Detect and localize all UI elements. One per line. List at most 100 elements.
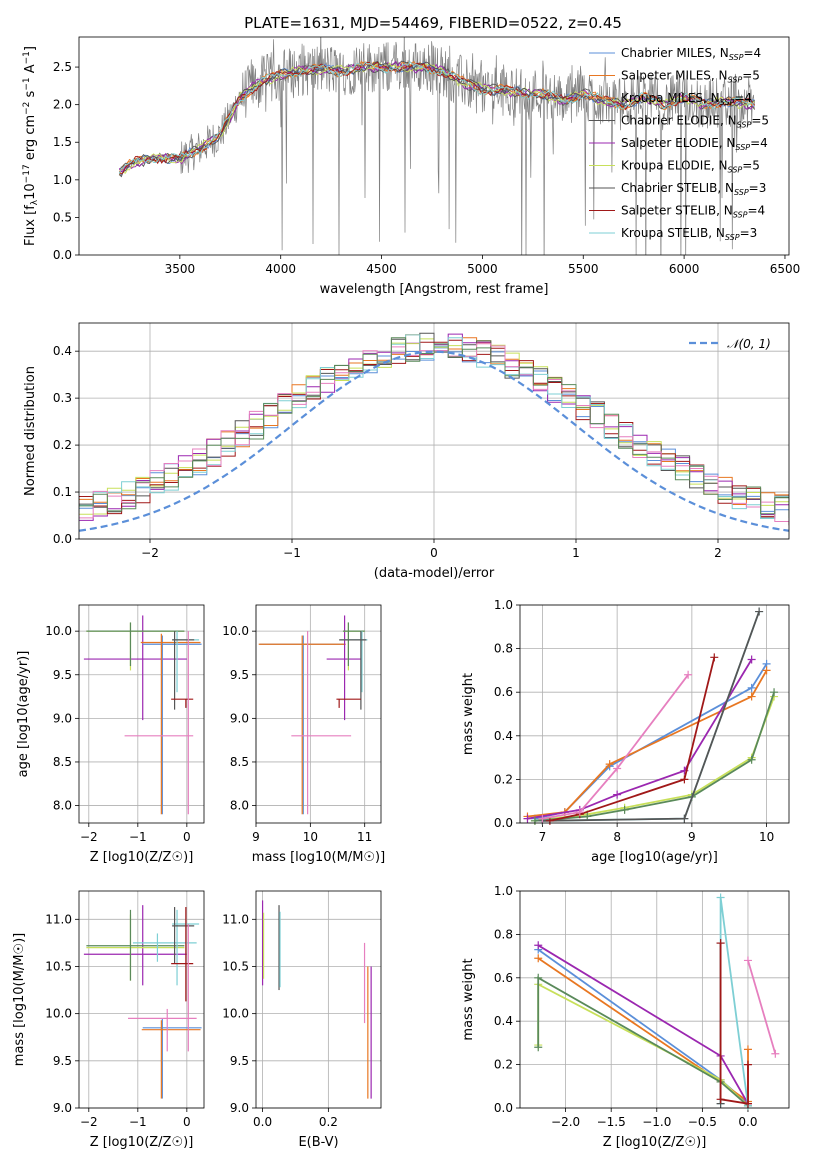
x-tick-label: 4500	[366, 262, 397, 276]
data-point	[613, 790, 622, 799]
chart-mass_vs_EBV: 0.0 0.2 9.0 9.5 10.0 10.5 11.0 E(B-V)	[222, 890, 382, 1150]
y-tick-label: 0.4	[494, 1014, 513, 1028]
data-point	[530, 816, 539, 825]
y-tick-label: 1.0	[53, 173, 72, 187]
x-tick-label: 1	[572, 546, 580, 560]
y-tick-label: 10.5	[45, 959, 72, 973]
series-line	[747, 960, 777, 1055]
x-tick-label: 9	[252, 830, 260, 844]
residual-histogram	[79, 337, 789, 518]
y-tick-label: 1.5	[53, 135, 72, 149]
data-point	[771, 1049, 780, 1058]
data-point	[747, 655, 756, 664]
y-axis-label: mass weight	[461, 673, 476, 755]
series-line	[542, 611, 760, 822]
chart-massweight_vs_age: 7 8 9 10 0.0 0.2 0.4 0.6 0.8 1.0 age [log10(age/yr…	[461, 598, 790, 865]
y-axis-label: Flux [fλ10−17 erg cm−2 s−1 A−1]	[22, 46, 40, 246]
y-tick-label: 0.0	[53, 532, 72, 546]
y-tick-label: 9.0	[53, 711, 72, 725]
x-tick-label: 10	[303, 830, 318, 844]
y-tick-label: 9.5	[53, 1054, 72, 1068]
legend-entry: Kroupa MILES, NSSP=4	[621, 91, 752, 107]
y-tick-label: 0.0	[494, 1101, 513, 1115]
y-axis-label: mass [log10(M/M☉)]	[12, 933, 27, 1066]
axes-frame	[78, 604, 205, 824]
y-tick-label: 0.2	[53, 438, 72, 452]
x-tick-label: 6500	[770, 262, 801, 276]
x-tick-label: −2	[80, 1115, 98, 1129]
x-tick-label: 0.0	[253, 1115, 272, 1129]
x-tick-label: 3500	[165, 262, 196, 276]
x-tick-label: −1.0	[642, 1115, 671, 1129]
y-tick-label: 0.1	[53, 485, 72, 499]
x-axis-label: Z [log10(Z/Z☉)]	[603, 1135, 707, 1150]
x-tick-label: 0.0	[738, 1115, 757, 1129]
series-line	[719, 943, 749, 1105]
y-axis-label: Normed distribution	[23, 366, 38, 496]
chart-mass_vs_Z: −2 −1 0 9.0 9.5 10.0 10.5 11.0 Z [log10(Z/Z☉)] ma…	[12, 890, 205, 1150]
data-point	[716, 1095, 725, 1104]
errorbars	[83, 905, 202, 1099]
y-tick-label: 0.2	[494, 1058, 513, 1072]
x-axis-label: age [log10(age/yr)]	[591, 850, 718, 865]
data-point	[583, 812, 592, 821]
data-point	[743, 1060, 752, 1069]
data-point	[747, 683, 756, 692]
y-tick-label: 2.0	[53, 98, 72, 112]
figure-title: PLATE=1631, MJD=54469, FIBERID=0522, z=0…	[244, 14, 622, 32]
x-tick-label: −1	[283, 546, 301, 560]
x-tick-label: 5000	[467, 262, 498, 276]
y-tick-label: 8.5	[230, 755, 249, 769]
x-axis-label: wavelength [Angstrom, rest frame]	[320, 282, 549, 297]
data-point	[523, 814, 532, 823]
y-tick-label: 0.4	[494, 729, 513, 743]
x-tick-label: 0	[183, 830, 191, 844]
y-tick-label: 9.0	[230, 711, 249, 725]
y-tick-label: 10.0	[45, 624, 72, 638]
y-tick-label: 0.6	[494, 685, 513, 699]
y-tick-label: 11.0	[222, 912, 249, 926]
data-point	[680, 814, 689, 823]
model-spectrum-line	[118, 60, 755, 178]
y-tick-label: 0.0	[494, 816, 513, 830]
x-tick-label: 2	[714, 546, 722, 560]
y-tick-label: 9.5	[230, 1054, 249, 1068]
legend-entry: Salpeter ELODIE, NSSP=4	[621, 136, 768, 152]
x-tick-label: 0	[430, 546, 438, 560]
axes-frame	[255, 604, 382, 824]
data-point	[620, 805, 629, 814]
axes-frame	[519, 604, 790, 824]
y-tick-label: 10.0	[222, 624, 249, 638]
legend-entry: Chabrier ELODIE, NSSP=5	[621, 114, 769, 130]
y-tick-label: 0.8	[494, 642, 513, 656]
data-point	[538, 814, 547, 823]
y-tick-label: 8.5	[53, 755, 72, 769]
x-tick-label: 8	[613, 830, 621, 844]
data-point	[716, 893, 725, 902]
y-tick-label: 9.5	[230, 668, 249, 682]
chart-age_vs_mass: 9 10 11 8.0 8.5 9.0 9.5 10.0 mass [log10(M/M☉)]	[222, 604, 385, 865]
series-line	[719, 897, 749, 1106]
data-point	[575, 808, 584, 817]
y-tick-label: 8.0	[230, 799, 249, 813]
x-tick-label: −2	[80, 830, 98, 844]
errorbars	[261, 900, 372, 1099]
data-point	[743, 956, 752, 965]
legend-entry: Kroupa ELODIE, NSSP=5	[621, 159, 760, 175]
x-tick-label: −0.5	[688, 1115, 717, 1129]
model-spectrum-line	[118, 60, 756, 174]
series-line	[542, 674, 689, 820]
series-line	[534, 691, 775, 822]
spectrum-lines	[118, 37, 756, 255]
chart-massweight_vs_Z: −2.0 −1.5 −1.0 −0.5 0.0 0.0 0.2 0.4 0.6 0.8 1.0 Z […	[461, 884, 790, 1150]
y-tick-label: 8.0	[53, 799, 72, 813]
y-tick-label: 9.0	[230, 1101, 249, 1115]
legend-entry: Chabrier STELIB, NSSP=3	[621, 181, 766, 197]
x-axis-label: Z [log10(Z/Z☉)]	[90, 850, 194, 865]
data-point	[684, 670, 693, 679]
axes-frame	[78, 36, 790, 256]
data-point	[605, 760, 614, 769]
data-point	[747, 692, 756, 701]
y-tick-label: 1.0	[494, 598, 513, 612]
y-axis-label: age [log10(age/yr)]	[16, 651, 31, 778]
